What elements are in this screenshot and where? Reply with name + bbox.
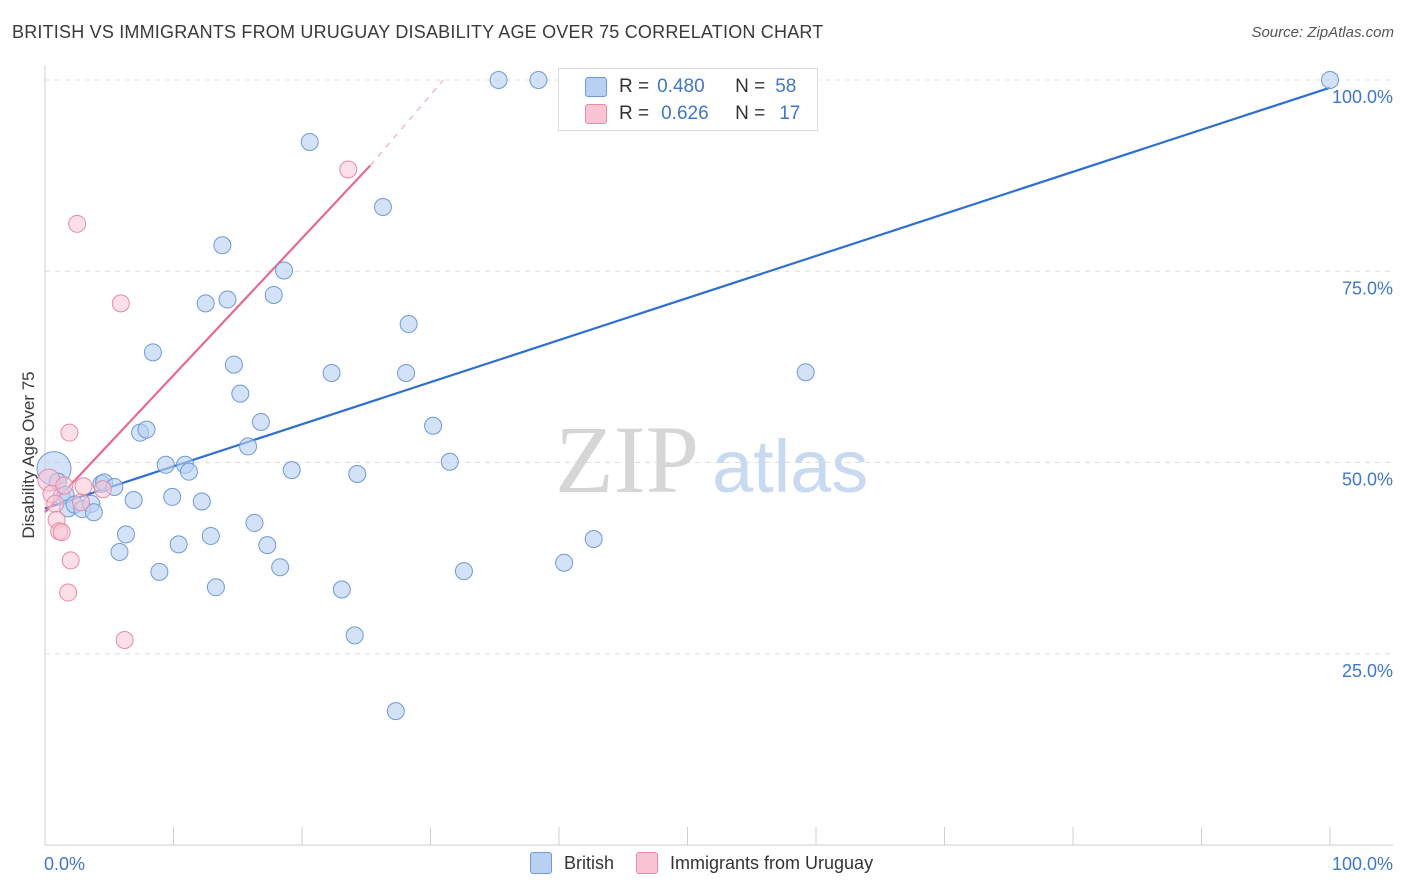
y-axis-label: Disability Age Over 75 xyxy=(19,371,38,538)
british-r-value: 0.480 xyxy=(657,76,705,97)
british-point xyxy=(137,420,156,439)
uruguay-trend-extension xyxy=(369,79,444,167)
watermark-atlas: atlas xyxy=(712,425,868,508)
uruguay-point xyxy=(55,476,74,495)
british-point xyxy=(529,71,548,89)
british-point xyxy=(271,558,290,577)
british-point xyxy=(796,363,815,382)
british-point xyxy=(206,578,225,597)
british-legend-swatch xyxy=(530,852,552,874)
uruguay-point xyxy=(115,630,134,649)
source-credit: Source: ZipAtlas.com xyxy=(1251,24,1394,41)
british-point xyxy=(201,526,220,545)
uruguay-point xyxy=(52,523,71,542)
british-point xyxy=(332,580,351,599)
british-point xyxy=(300,132,319,151)
uruguay-r-label: R = xyxy=(619,103,650,124)
british-point xyxy=(555,553,574,572)
british-point xyxy=(110,543,129,562)
uruguay-point xyxy=(74,477,93,496)
chart-title: BRITISH VS IMMIGRANTS FROM URUGUAY DISAB… xyxy=(12,22,824,42)
stats-legend: R = 0.480 N = 58 R = 0.626 N = 17 xyxy=(558,68,818,131)
british-point xyxy=(275,261,294,280)
british-swatch xyxy=(585,77,607,97)
british-point xyxy=(251,412,270,431)
british-trend-line xyxy=(44,86,1331,510)
british-point xyxy=(258,536,277,555)
british-point xyxy=(169,535,188,554)
british-point xyxy=(124,490,143,509)
british-n-label: N = xyxy=(735,76,766,97)
british-point xyxy=(156,455,175,474)
british-point xyxy=(224,355,243,374)
uruguay-legend-label: Immigrants from Uruguay xyxy=(670,852,874,873)
uruguay-legend-swatch xyxy=(636,852,659,874)
british-point xyxy=(322,363,341,382)
british-point xyxy=(373,197,392,216)
british-point xyxy=(163,487,182,506)
uruguay-swatch xyxy=(585,104,607,124)
uruguay-point xyxy=(71,493,90,512)
british-point xyxy=(489,71,508,89)
british-point xyxy=(245,513,264,532)
uruguay-point xyxy=(46,494,65,513)
y-tick-label: 50.0% xyxy=(1342,470,1393,490)
legend-item-uruguay[interactable]: Immigrants from Uruguay xyxy=(636,852,873,874)
british-point xyxy=(584,530,603,548)
british-n-value: 58 xyxy=(775,76,797,97)
british-point xyxy=(239,437,258,456)
british-point xyxy=(282,461,301,480)
british-point xyxy=(397,363,416,382)
british-point xyxy=(143,343,162,362)
y-tick-label: 100.0% xyxy=(1332,87,1393,107)
british-point xyxy=(345,626,364,645)
british-point xyxy=(440,452,459,471)
british-r-label: R = xyxy=(619,76,650,97)
uruguay-point xyxy=(68,214,87,233)
british-point xyxy=(196,294,215,313)
uruguay-point xyxy=(111,294,130,313)
uruguay-n-value: 17 xyxy=(779,103,801,124)
legend-item-british[interactable]: British xyxy=(530,852,614,874)
british-point xyxy=(454,562,473,581)
british-legend-label: British xyxy=(564,852,615,873)
grid-layer xyxy=(45,79,1393,655)
british-point xyxy=(192,492,211,511)
uruguay-point xyxy=(339,160,358,179)
uruguay-point xyxy=(59,583,78,602)
watermark-zip: ZIP xyxy=(555,406,699,513)
uruguay-point xyxy=(60,423,79,442)
x-tick-label-min: 0.0% xyxy=(44,854,85,874)
points-layer xyxy=(36,71,1339,721)
uruguay-point xyxy=(61,551,80,570)
uruguay-n-label: N = xyxy=(735,103,766,124)
legend-row-uruguay: R = 0.626 N = 17 xyxy=(585,102,800,126)
uruguay-r-value: 0.626 xyxy=(661,103,709,124)
british-point xyxy=(348,464,367,483)
trend-layer xyxy=(44,79,1331,513)
x-tick-label-max: 100.0% xyxy=(1332,854,1393,874)
british-point xyxy=(179,462,198,481)
british-point xyxy=(264,285,283,304)
y-tick-label: 75.0% xyxy=(1342,278,1393,298)
british-point xyxy=(424,416,443,435)
british-point xyxy=(1321,71,1339,89)
zipatlas-watermark: ZIP atlas xyxy=(555,406,868,513)
british-point xyxy=(399,315,418,334)
british-point xyxy=(386,702,405,721)
british-point xyxy=(218,290,237,309)
british-point xyxy=(231,384,250,403)
british-point xyxy=(150,562,169,581)
british-point xyxy=(116,525,135,544)
uruguay-trend-line xyxy=(44,164,371,513)
y-tick-label: 25.0% xyxy=(1342,661,1393,681)
axes-layer: 25.0% 50.0% 75.0% 100.0% 0.0% 100.0% xyxy=(44,66,1393,874)
british-point xyxy=(84,503,103,522)
british-point xyxy=(213,236,232,255)
legend-row-british: R = 0.480 N = 58 xyxy=(585,75,796,99)
series-legend: British Immigrants from Uruguay xyxy=(530,852,895,874)
uruguay-point xyxy=(93,480,112,499)
